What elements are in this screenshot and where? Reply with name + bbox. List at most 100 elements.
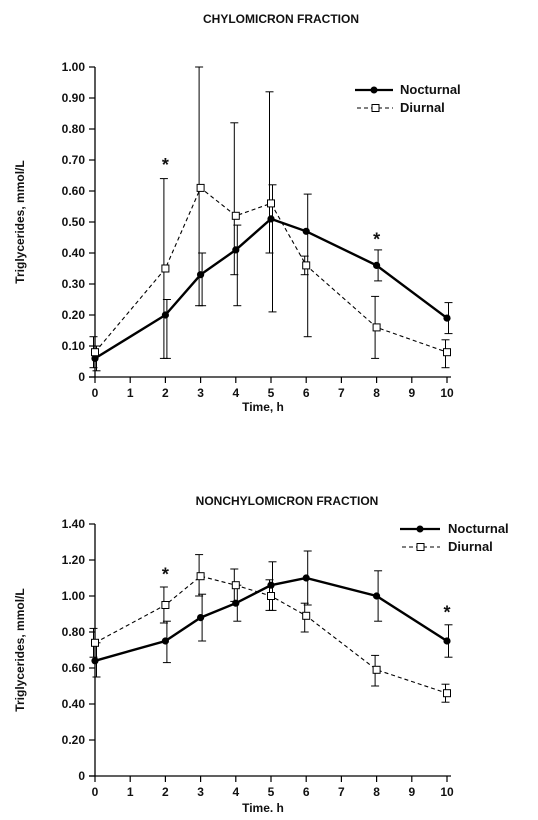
data-point-diurnal xyxy=(231,581,240,590)
x-tick-label: 1 xyxy=(127,785,134,799)
data-point-nocturnal xyxy=(197,614,205,622)
y-tick-label: 1.00 xyxy=(62,60,86,74)
y-tick-label: 0.80 xyxy=(62,625,86,639)
x-tick-label: 4 xyxy=(232,386,239,400)
data-point-diurnal xyxy=(372,665,381,674)
data-point-diurnal xyxy=(196,183,205,192)
data-point-diurnal xyxy=(443,348,451,357)
data-point-diurnal xyxy=(267,199,275,208)
x-tick-label: 10 xyxy=(440,386,454,400)
x-tick-label: 3 xyxy=(197,386,204,400)
legend-nocturnal-label: Nocturnal xyxy=(448,521,509,536)
legend-nocturnal-marker xyxy=(370,86,378,94)
x-tick-label: 5 xyxy=(268,386,275,400)
data-point-diurnal xyxy=(443,689,451,698)
y-tick-label: 0.60 xyxy=(62,184,86,198)
x-tick-label: 9 xyxy=(408,785,415,799)
y-tick-label: 0.30 xyxy=(62,277,86,291)
x-tick-label: 8 xyxy=(373,785,380,799)
y-tick-label: 0.60 xyxy=(62,661,86,675)
data-point-diurnal xyxy=(91,348,99,357)
data-point-nocturnal xyxy=(161,311,169,319)
legend-diurnal-marker xyxy=(416,543,425,551)
data-point-diurnal xyxy=(196,572,205,581)
x-tick-label: 2 xyxy=(162,386,169,400)
data-point-nocturnal xyxy=(302,227,310,235)
legend: Nocturnal Diurnal xyxy=(355,82,461,115)
data-point-nocturnal xyxy=(91,354,99,362)
y-tick-label: 1.40 xyxy=(62,517,86,531)
x-tick-label: 1 xyxy=(127,386,134,400)
legend-nocturnal-label: Nocturnal xyxy=(400,82,461,97)
data-point-diurnal xyxy=(91,638,99,647)
data-point-nocturnal xyxy=(267,581,275,589)
data-point-diurnal xyxy=(161,601,170,609)
x-tick-label: 0 xyxy=(92,785,99,799)
x-axis-label: Time, h xyxy=(242,400,284,414)
legend-nocturnal-marker xyxy=(416,525,424,533)
x-tick-label: 7 xyxy=(338,785,345,799)
data-point-diurnal xyxy=(231,211,240,220)
data-point-diurnal xyxy=(161,264,170,273)
y-tick-label: 0.70 xyxy=(62,153,86,167)
chart-title: CHYLOMICRON FRACTION xyxy=(203,12,359,26)
y-axis-label: Triglycerides, mmol/L xyxy=(13,160,27,283)
data-point-diurnal xyxy=(302,611,311,620)
y-tick-label: 1.00 xyxy=(62,589,86,603)
y-tick-label: 0.10 xyxy=(62,339,86,353)
data-point-nocturnal xyxy=(267,215,275,223)
legend-diurnal-label: Diurnal xyxy=(400,100,445,115)
x-tick-label: 5 xyxy=(268,785,275,799)
x-tick-label: 8 xyxy=(373,386,380,400)
x-tick-label: 4 xyxy=(232,785,239,799)
x-tick-label: 0 xyxy=(92,386,99,400)
legend-diurnal-label: Diurnal xyxy=(448,539,493,554)
data-point-nocturnal xyxy=(197,271,205,279)
data-point-nocturnal xyxy=(443,314,451,322)
y-tick-label: 0 xyxy=(78,370,85,384)
y-tick-label: 0.20 xyxy=(62,308,86,322)
x-axis-label: Time. h xyxy=(242,801,284,815)
y-tick-label: 0.40 xyxy=(62,697,86,711)
series-line-nocturnal xyxy=(94,576,448,662)
significance-marker: * xyxy=(443,602,450,622)
significance-marker: * xyxy=(162,155,169,175)
y-tick-label: 0.90 xyxy=(62,91,86,105)
x-tick-label: 6 xyxy=(303,386,310,400)
data-point-nocturnal xyxy=(232,599,240,607)
chart-panel-nonchylomicron: NONCHYLOMICRON FRACTION Time. h Triglyce… xyxy=(13,494,509,815)
y-tick-label: 0.80 xyxy=(62,122,86,136)
y-tick-label: 1.20 xyxy=(62,553,86,567)
chart-title: NONCHYLOMICRON FRACTION xyxy=(196,494,379,508)
data-point-diurnal xyxy=(302,261,311,270)
y-tick-label: 0.20 xyxy=(62,733,86,747)
x-tick-label: 2 xyxy=(162,785,169,799)
y-axis-label: Triglycerides, mmol/L xyxy=(13,588,27,711)
significance-marker: * xyxy=(162,565,169,585)
x-tick-label: 10 xyxy=(440,785,454,799)
x-tick-label: 3 xyxy=(197,785,204,799)
legend: Nocturnal Diurnal xyxy=(400,521,509,554)
x-tick-label: 9 xyxy=(408,386,415,400)
x-tick-label: 6 xyxy=(303,785,310,799)
data-point-nocturnal xyxy=(161,637,169,645)
data-point-nocturnal xyxy=(373,592,381,600)
data-point-diurnal xyxy=(267,592,275,600)
y-tick-label: 0.40 xyxy=(62,246,86,260)
legend-diurnal-marker xyxy=(371,104,380,112)
y-tick-label: 0 xyxy=(78,769,85,783)
data-point-nocturnal xyxy=(443,637,451,645)
y-tick-label: 0.50 xyxy=(62,215,86,229)
data-point-nocturnal xyxy=(302,574,310,582)
x-tick-label: 7 xyxy=(338,386,345,400)
series-line-diurnal xyxy=(94,575,448,694)
series-line-diurnal xyxy=(94,187,448,353)
data-point-nocturnal xyxy=(373,261,381,269)
chart-panel-chylomicron: CHYLOMICRON FRACTION Time, h Triglycerid… xyxy=(13,12,461,414)
series-line-nocturnal xyxy=(94,217,448,360)
data-point-nocturnal xyxy=(91,657,99,665)
data-point-diurnal xyxy=(372,323,381,332)
data-point-nocturnal xyxy=(232,246,240,254)
significance-marker: * xyxy=(373,230,380,250)
